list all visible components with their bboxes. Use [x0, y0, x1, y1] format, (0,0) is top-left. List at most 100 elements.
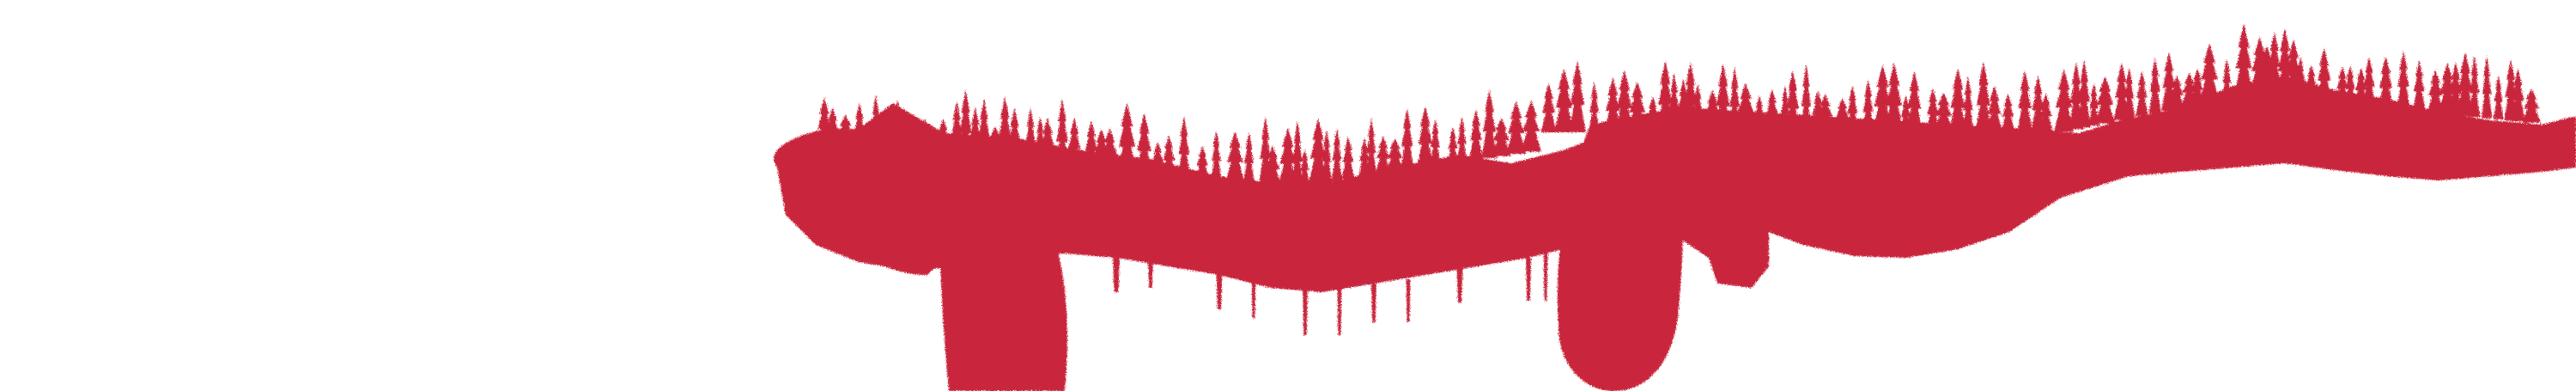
pine-tree-mark [1506, 101, 1527, 155]
pine-tree-mark [2305, 64, 2318, 101]
pine-tree-mark [1933, 92, 1954, 132]
pine-tree-mark [2031, 75, 2045, 132]
pine-tree-mark [1468, 109, 1484, 161]
pine-tree-mark [1925, 88, 1941, 132]
pine-tree-mark [1753, 95, 1765, 132]
pine-tree-mark [1417, 106, 1434, 168]
pine-tree-mark [890, 100, 906, 156]
pine-tree-mark [1007, 107, 1022, 165]
pine-tree-mark [2094, 76, 2116, 124]
pine-tree-mark [1668, 72, 1680, 132]
pine-tree-mark [1521, 100, 1541, 152]
pine-tree-mark [1589, 82, 1601, 132]
pine-tree-mark [1735, 82, 1756, 132]
pine-tree-mark [1308, 118, 1328, 184]
paint-drip-mark [1337, 288, 1342, 335]
pine-tree-mark [917, 119, 933, 158]
pine-tree-mark [935, 118, 951, 160]
pine-tree-mark [2038, 93, 2053, 132]
paint-drip-mark [1148, 262, 1153, 288]
pine-tree-mark [1331, 128, 1343, 181]
pine-tree-mark [2001, 94, 2015, 132]
paint-drip-mark [1371, 284, 1376, 322]
pine-tree-mark [2335, 66, 2350, 104]
pine-tree-mark [2344, 65, 2356, 105]
pine-tree-mark [1278, 127, 1298, 187]
pine-tree-mark [1151, 141, 1165, 177]
pine-tree-mark [1715, 64, 1732, 132]
pine-tree-mark [1055, 98, 1069, 169]
pine-tree-mark [1024, 107, 1036, 167]
pine-tree-mark [1210, 130, 1223, 181]
pine-tree-mark [2294, 56, 2306, 100]
pine-tree-mark [2199, 43, 2220, 103]
pine-tree-mark [1341, 137, 1355, 180]
pine-tree-mark [1263, 145, 1282, 186]
pine-tree-mark [2316, 47, 2332, 102]
pine-tree-mark [1400, 107, 1414, 171]
pine-tree-mark [1728, 66, 1741, 132]
pine-tree-mark [2522, 89, 2541, 123]
pine-tree-mark [1321, 130, 1333, 183]
pine-tree-mark [2427, 70, 2444, 113]
pine-tree-mark [2448, 62, 2464, 115]
pine-tree-mark [1299, 149, 1310, 186]
pine-tree-mark [1604, 77, 1622, 132]
pine-tree-mark [1645, 96, 1661, 132]
pine-tree-mark [2169, 75, 2185, 109]
pine-tree-mark [1385, 137, 1405, 173]
pine-tree-mark [1682, 61, 1698, 132]
pine-tree-mark [1225, 131, 1245, 183]
pine-tree-mark [976, 99, 992, 162]
pine-tree-mark [816, 96, 833, 150]
pine-tree-mark [1553, 68, 1574, 132]
left-brush-curl [774, 128, 945, 275]
pine-tree-mark [2190, 68, 2204, 106]
pine-tree-mark [1100, 128, 1120, 173]
paint-drip-mark [1456, 268, 1463, 302]
pine-tree-mark [2456, 52, 2475, 117]
pine-tree-mark [2469, 55, 2481, 118]
pine-tree-mark [2161, 52, 2177, 111]
pine-tree-mark [1430, 119, 1442, 167]
pine-tree-mark [2481, 55, 2493, 119]
pine-tree-mark [2493, 75, 2504, 119]
pine-tree-mark [1084, 119, 1099, 171]
pine-tree-mark [2510, 68, 2526, 122]
pine-tree-mark [1692, 83, 1704, 132]
pine-tree-mark [2221, 58, 2233, 100]
pine-tree-mark [1365, 118, 1377, 176]
pine-tree-mark [1872, 64, 1893, 132]
pine-tree-mark [1986, 85, 2002, 132]
pine-tree-mark [2412, 59, 2426, 112]
pine-tree-mark [2267, 31, 2282, 90]
pine-tree-mark [1656, 60, 1674, 132]
pine-tree-mark [1456, 116, 1467, 162]
pine-tree-mark [2396, 50, 2411, 110]
pine-tree-mark [870, 95, 882, 154]
paint-drip-mark [1406, 279, 1411, 322]
pine-tree-mark [1038, 118, 1057, 168]
pine-tree-mark [1885, 62, 1904, 132]
pine-tree-mark [896, 120, 917, 156]
pine-tree-mark [1177, 116, 1191, 179]
pine-tree-mark [1540, 82, 1557, 132]
pine-tree-mark [2378, 57, 2394, 108]
pine-tree-mark [1569, 60, 1586, 132]
center-paint-drip [1557, 119, 1683, 391]
pine-tree-mark [1785, 70, 1801, 132]
pine-tree-mark [2135, 70, 2148, 117]
pine-tree-mark [1447, 126, 1459, 164]
pine-tree-mark [2088, 82, 2099, 126]
left-paint-drip [940, 231, 1067, 391]
pine-tree-mark [1135, 113, 1153, 175]
pine-tree-mark [1615, 70, 1634, 132]
pine-tree-mark [2362, 57, 2376, 107]
pine-tree-mark [2016, 70, 2033, 132]
red-paint-layer [774, 23, 2576, 391]
pine-tree-mark [1161, 135, 1176, 178]
pine-tree-mark [950, 101, 963, 161]
pine-tree-mark [1765, 89, 1780, 132]
paint-drip-mark [1216, 271, 1223, 309]
